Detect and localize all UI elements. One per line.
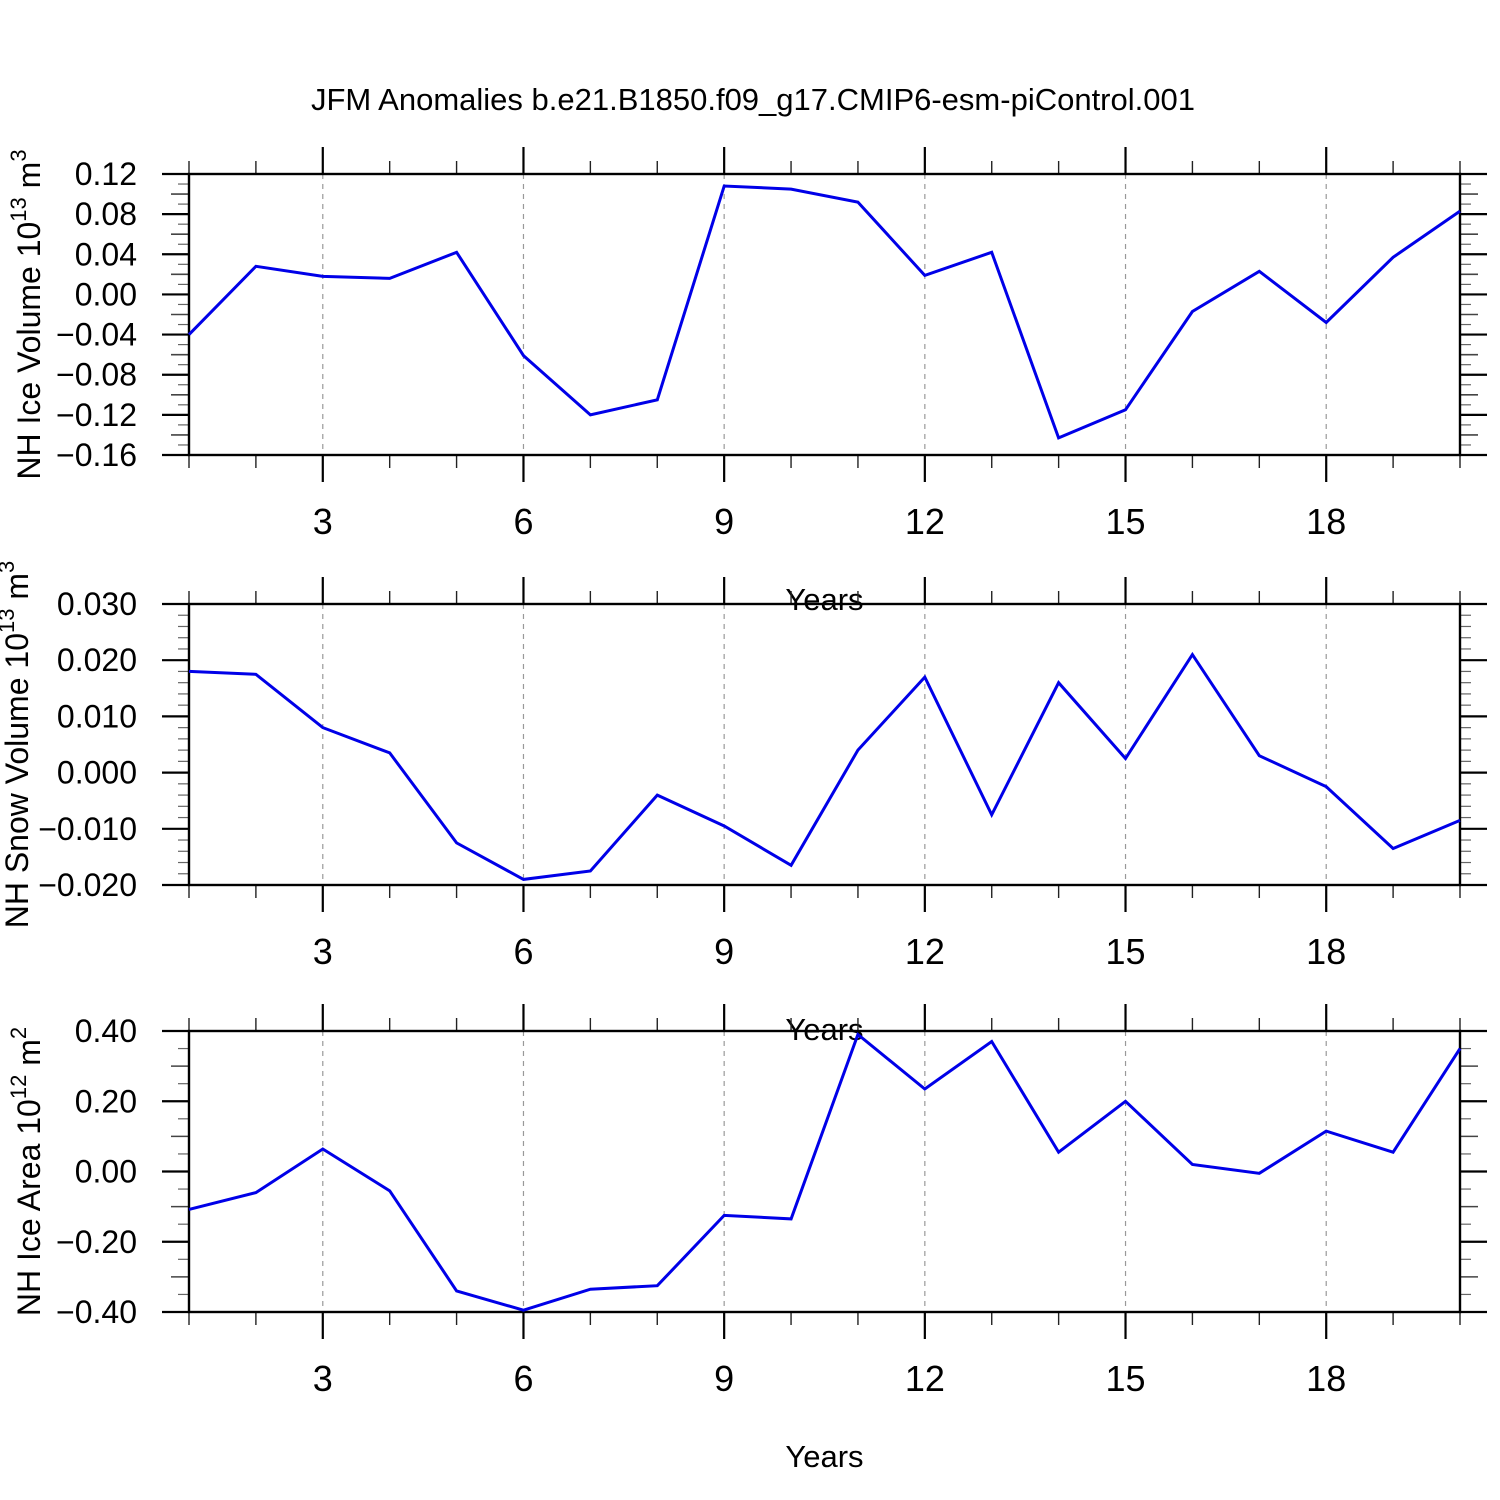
plot-frame [187, 1029, 1462, 1314]
plot-frame [187, 602, 1462, 887]
x-tick-label: 3 [313, 1358, 333, 1399]
x-tick-label: 9 [714, 931, 734, 972]
y-tick-label: −0.08 [56, 357, 137, 393]
panel-nh-ice-area: 0.40 0.20 0.00 −0.20 −0.40 3 6 9 12 15 18 NH Ice Ar… [6, 1004, 1487, 1474]
x-tick-label: 15 [1106, 1358, 1146, 1399]
y-tick-label: 0.030 [57, 586, 137, 622]
x-axis-title: Years [785, 1439, 863, 1474]
y-axis-title: NH Snow Volume 1013 m3 [0, 561, 35, 929]
x-tick-label: 12 [905, 501, 945, 542]
y-tick-label: −0.020 [38, 867, 137, 903]
x-tick-label: 12 [905, 931, 945, 972]
nh-ice-area-line [188, 1032, 1462, 1312]
x-tick-label: 6 [513, 931, 533, 972]
y-tick-label: 0.08 [75, 196, 137, 232]
y-tick-label: 0.010 [57, 698, 137, 734]
x-tick-label: 15 [1106, 501, 1146, 542]
plot-frame [187, 172, 1462, 457]
y-axis-title: NH Ice Volume 1013 m3 [6, 149, 47, 479]
y-tick-label: 0.020 [57, 642, 137, 678]
x-axis-title: Years [785, 582, 863, 617]
x-tick-label: 6 [513, 501, 533, 542]
y-tick-label: −0.12 [56, 397, 137, 433]
y-tick-label: −0.16 [56, 437, 137, 473]
y-tick-label: 0.04 [75, 236, 137, 272]
chart-title: JFM Anomalies b.e21.B1850.f09_g17.CMIP6-… [311, 82, 1195, 117]
x-tick-label: 9 [714, 501, 734, 542]
y-tick-label: 0.40 [75, 1013, 137, 1049]
x-tick-label: 9 [714, 1358, 734, 1399]
y-tick-label: −0.40 [56, 1294, 137, 1330]
y-tick-label: 0.20 [75, 1083, 137, 1119]
y-tick-label: −0.010 [38, 811, 137, 847]
y-tick-label: 0.00 [75, 1154, 137, 1190]
nh-ice-volume-line [187, 184, 1461, 440]
y-axis-title: NH Ice Area 1012 m2 [6, 1027, 47, 1316]
x-tick-label: 18 [1306, 501, 1346, 542]
panel-nh-ice-volume: 0.12 0.08 0.04 0.00 −0.04 −0.08 −0.12 −0.16 3 6 9 1… [6, 147, 1487, 617]
x-tick-label: 18 [1306, 931, 1346, 972]
y-tick-label: −0.04 [56, 317, 137, 353]
x-tick-label: 3 [313, 931, 333, 972]
x-tick-label: 15 [1106, 931, 1146, 972]
x-tick-label: 18 [1306, 1358, 1346, 1399]
x-tick-label: 3 [313, 501, 333, 542]
y-tick-label: 0.000 [57, 755, 137, 791]
y-tick-label: −0.20 [56, 1224, 137, 1260]
y-tick-label: 0.12 [75, 156, 137, 192]
x-tick-label: 12 [905, 1358, 945, 1399]
y-tick-label: 0.00 [75, 276, 137, 312]
nh-snow-volume-line [188, 651, 1461, 881]
x-tick-label: 6 [513, 1358, 533, 1399]
x-axis-title: Years [785, 1012, 863, 1047]
panel-nh-snow-volume: 0.030 0.020 0.010 0.000 −0.010 −0.020 3 6 9 12 15 1… [0, 561, 1487, 1047]
